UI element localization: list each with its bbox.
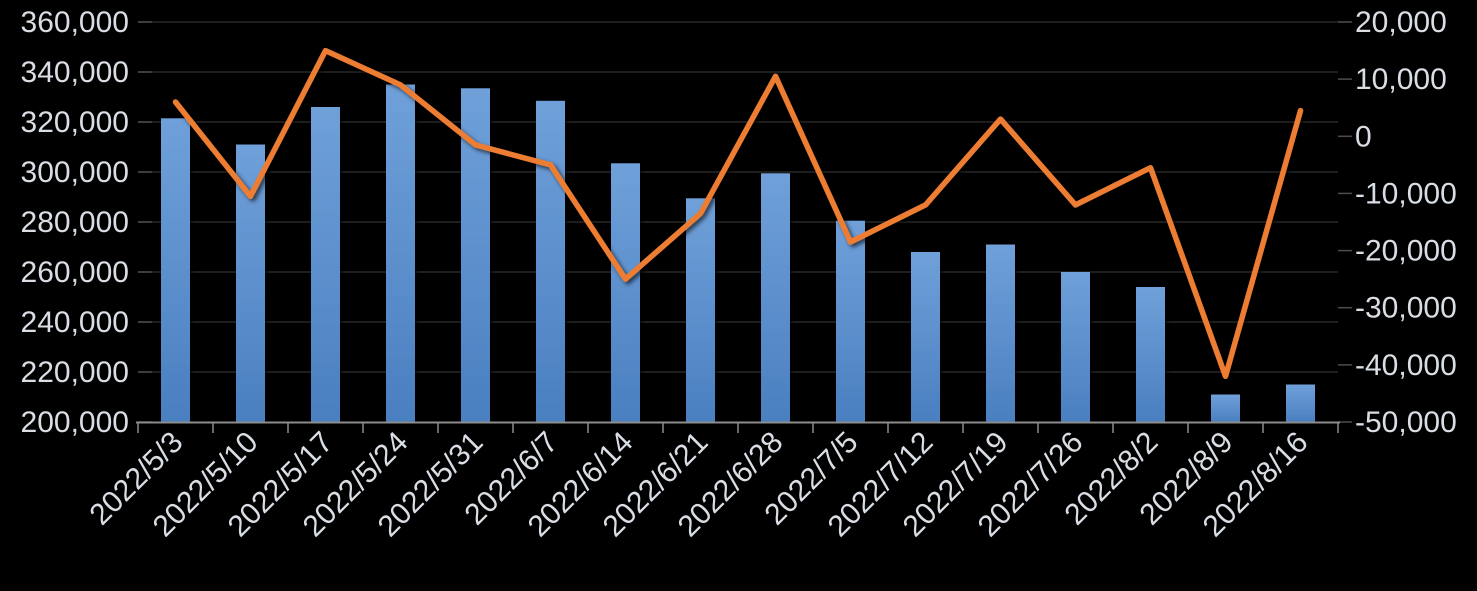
bar-2022-8-16[interactable] [1286, 384, 1315, 423]
bar-2022-6-28[interactable] [761, 173, 790, 422]
left-axis-label: 260,000 [21, 256, 129, 289]
bar-2022-8-9[interactable] [1211, 394, 1240, 423]
bar-2022-8-2[interactable] [1136, 287, 1165, 422]
right-axis-label: -30,000 [1355, 292, 1457, 325]
bar-2022-5-17[interactable] [311, 107, 340, 422]
right-axis-label: -10,000 [1355, 177, 1457, 210]
left-axis-label: 360,000 [21, 6, 129, 39]
bar-2022-6-7[interactable] [536, 100, 565, 423]
left-axis-label: 340,000 [21, 56, 129, 89]
left-axis-label: 300,000 [21, 156, 129, 189]
bar-2022-7-26[interactable] [1061, 272, 1090, 422]
bar-2022-7-5[interactable] [836, 220, 865, 422]
bar-2022-6-21[interactable] [686, 198, 715, 422]
bar-2022-7-19[interactable] [986, 244, 1015, 423]
right-axis-label: 10,000 [1355, 63, 1447, 96]
right-axis-label: 0 [1355, 120, 1372, 153]
left-axis-label: 200,000 [21, 406, 129, 439]
left-axis-label: 240,000 [21, 306, 129, 339]
left-axis-label: 220,000 [21, 356, 129, 389]
line-series[interactable] [172, 47, 1304, 380]
bar-2022-7-12[interactable] [911, 252, 940, 422]
right-axis-label: -50,000 [1355, 406, 1457, 439]
bar-2022-5-3[interactable] [161, 118, 190, 423]
right-axis-label: -20,000 [1355, 235, 1457, 268]
left-axis-label: 280,000 [21, 206, 129, 239]
left-axis-label: 320,000 [21, 106, 129, 139]
right-axis-label: 20,000 [1355, 6, 1447, 39]
right-axis-label: -40,000 [1355, 349, 1457, 382]
bar-2022-5-24[interactable] [386, 84, 415, 423]
bar-2022-6-14[interactable] [611, 163, 640, 423]
